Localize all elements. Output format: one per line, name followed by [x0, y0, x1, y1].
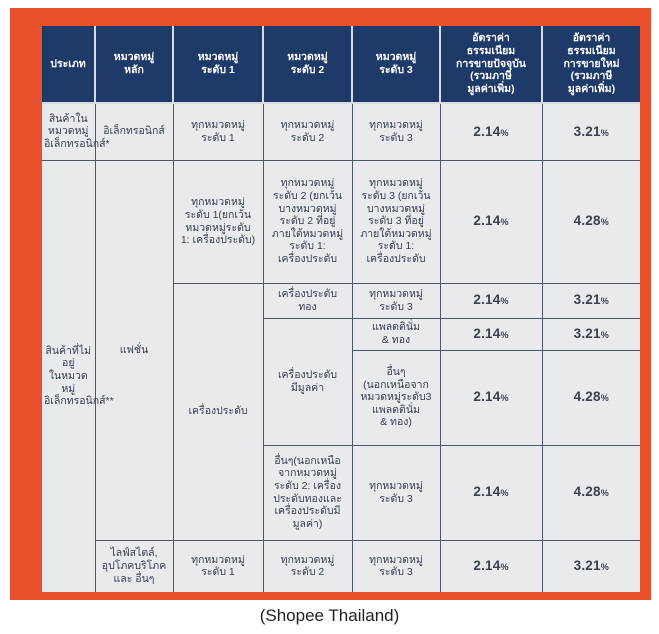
cell-l3-except-jewelry: ทุกหมวดหมู่ ระดับ 3 (ยกเว้น บางหมวดหมู่ … — [351, 159, 441, 284]
rate-value: 4.28 — [573, 389, 601, 405]
percent-sign: % — [600, 488, 609, 499]
cell-current-rate-r4: 2.14% — [439, 317, 543, 351]
cell-new-rate-r2: 4.28% — [541, 159, 640, 284]
table-row: สินค้าใน หมวดหมู่ อิเล็กทรอนิกส์* อิเล็ก… — [42, 102, 640, 161]
cell-new-rate-r6: 4.28% — [541, 444, 640, 541]
cell-l3-others: อื่นๆ (นอกเหนือจาก หมวดหมู่ระดับ3 แพลตติ… — [351, 349, 441, 446]
table-row: ไลฟ์สไตล์, อุปโภคบริโภค และ อื่นๆ ทุกหมว… — [42, 539, 640, 592]
table-row: อื่นๆ(นอกเหนือ จากหมวดหมู่ ระดับ 2: เครื… — [42, 444, 640, 541]
rate-value: 2.14 — [473, 558, 501, 574]
rate-value: 2.14 — [473, 213, 501, 229]
percent-sign: % — [600, 217, 609, 228]
header-row: ประเภท หมวดหมู่ หลัก หมวดหมู่ ระดับ 1 หม… — [42, 26, 640, 104]
cell-new-rate-r7: 3.21% — [541, 539, 640, 592]
rate-value: 3.21 — [573, 325, 601, 341]
cell-l2-others: อื่นๆ(นอกเหนือ จากหมวดหมู่ ระดับ 2: เครื… — [262, 444, 353, 541]
cell-l2-valuable-jewelry: เครื่องประดับ มีมูลค่า — [262, 317, 353, 446]
cell-l2-all-b: ทุกหมวดหมู่ ระดับ 2 — [262, 539, 353, 592]
rate-value: 4.28 — [573, 213, 601, 229]
percent-sign: % — [600, 393, 609, 404]
cell-main-electronics: อิเล็กทรอนิกส์ — [94, 102, 174, 161]
cell-l3-all-c: ทุกหมวดหมู่ ระดับ 3 — [351, 444, 441, 541]
cell-l1-all-b: ทุกหมวดหมู่ ระดับ 1 — [172, 539, 264, 592]
cell-new-rate-r1: 3.21% — [541, 102, 640, 161]
cell-l3-all-d: ทุกหมวดหมู่ ระดับ 3 — [351, 539, 441, 592]
cell-main-fashion: แฟชั่น — [94, 159, 174, 541]
cell-l3-all-b: ทุกหมวดหมู่ ระดับ 3 — [351, 282, 441, 319]
cell-current-rate-r3: 2.14% — [439, 282, 543, 319]
header-level1: หมวดหมู่ ระดับ 1 — [172, 26, 264, 104]
percent-sign: % — [500, 217, 509, 228]
percent-sign: % — [600, 296, 609, 307]
header-level3: หมวดหมู่ ระดับ 3 — [351, 26, 441, 104]
rate-value: 2.14 — [473, 325, 501, 341]
fee-rate-table: ประเภท หมวดหมู่ หลัก หมวดหมู่ ระดับ 1 หม… — [42, 26, 640, 592]
cell-l1-except-jewelry: ทุกหมวดหมู่ ระดับ 1(ยกเว้น หมวดหมู่ระดับ… — [172, 159, 264, 284]
table-row: สินค้าที่ไม่อยู่ ในหมวดหมู่ อิเล็กทรอนิก… — [42, 159, 640, 592]
rate-value: 2.14 — [473, 123, 501, 139]
rate-value: 2.14 — [473, 484, 501, 500]
percent-sign: % — [600, 127, 609, 138]
cell-new-rate-r3: 3.21% — [541, 282, 640, 319]
cell-l2-all-a: ทุกหมวดหมู่ ระดับ 2 — [262, 102, 353, 161]
rate-value: 2.14 — [473, 292, 501, 308]
cell-new-rate-r4: 3.21% — [541, 317, 640, 351]
table-row: อื่นๆ (นอกเหนือจาก หมวดหมู่ระดับ3 แพลตติ… — [42, 349, 640, 446]
percent-sign: % — [500, 562, 509, 573]
header-type: ประเภท — [42, 26, 96, 104]
rate-value: 4.28 — [573, 484, 601, 500]
percent-sign: % — [500, 393, 509, 404]
cell-main-lifestyle: ไลฟ์สไตล์, อุปโภคบริโภค และ อื่นๆ — [94, 539, 174, 592]
percent-sign: % — [500, 329, 509, 340]
cell-current-rate-r1: 2.14% — [439, 102, 543, 161]
header-new-fee: อัตราค่า ธรรมเนียม การขายใหม่ (รวมภาษี ม… — [541, 26, 640, 104]
cell-l2-gold-jewelry: เครื่องประดับ ทอง — [262, 282, 353, 319]
orange-frame: ประเภท หมวดหมู่ หลัก หมวดหมู่ ระดับ 1 หม… — [10, 8, 651, 600]
rate-value: 3.21 — [573, 558, 601, 574]
rate-value: 3.21 — [573, 292, 601, 308]
cell-current-rate-r2: 2.14% — [439, 159, 543, 284]
image-caption: (Shopee Thailand) — [259, 606, 400, 625]
cell-l3-platinum-gold: แพลตตินั่ม & ทอง — [351, 317, 441, 351]
cell-l3-all-a: ทุกหมวดหมู่ ระดับ 3 — [351, 102, 441, 161]
header-level2: หมวดหมู่ ระดับ 2 — [262, 26, 353, 104]
cell-new-rate-r5: 4.28% — [541, 349, 640, 446]
cell-current-rate-r5: 2.14% — [439, 349, 543, 446]
cell-type-electronics: สินค้าใน หมวดหมู่ อิเล็กทรอนิกส์* — [42, 102, 110, 161]
percent-sign: % — [500, 488, 509, 499]
percent-sign: % — [600, 329, 609, 340]
percent-sign: % — [500, 296, 509, 307]
table-row: เครื่องประดับ เครื่องประดับ ทอง ทุกหมวดห… — [42, 282, 640, 541]
percent-sign: % — [600, 562, 609, 573]
cell-l1-all-a: ทุกหมวดหมู่ ระดับ 1 — [172, 102, 264, 161]
percent-sign: % — [500, 127, 509, 138]
header-main-category: หมวดหมู่ หลัก — [94, 26, 174, 104]
rate-value: 2.14 — [473, 389, 501, 405]
cell-current-rate-r6: 2.14% — [439, 444, 543, 541]
cell-current-rate-r7: 2.14% — [439, 539, 543, 592]
cell-l1-jewelry: เครื่องประดับ — [172, 282, 264, 541]
cell-type-non-electronics: สินค้าที่ไม่อยู่ ในหมวดหมู่ อิเล็กทรอนิก… — [42, 159, 114, 592]
rate-value: 3.21 — [573, 123, 601, 139]
header-current-fee: อัตราค่า ธรรมเนียม การขายปัจจุบัน (รวมภา… — [439, 26, 543, 104]
cell-l2-except-jewelry: ทุกหมวดหมู่ ระดับ 2 (ยกเว้น บางหมวดหมู่ … — [262, 159, 353, 284]
